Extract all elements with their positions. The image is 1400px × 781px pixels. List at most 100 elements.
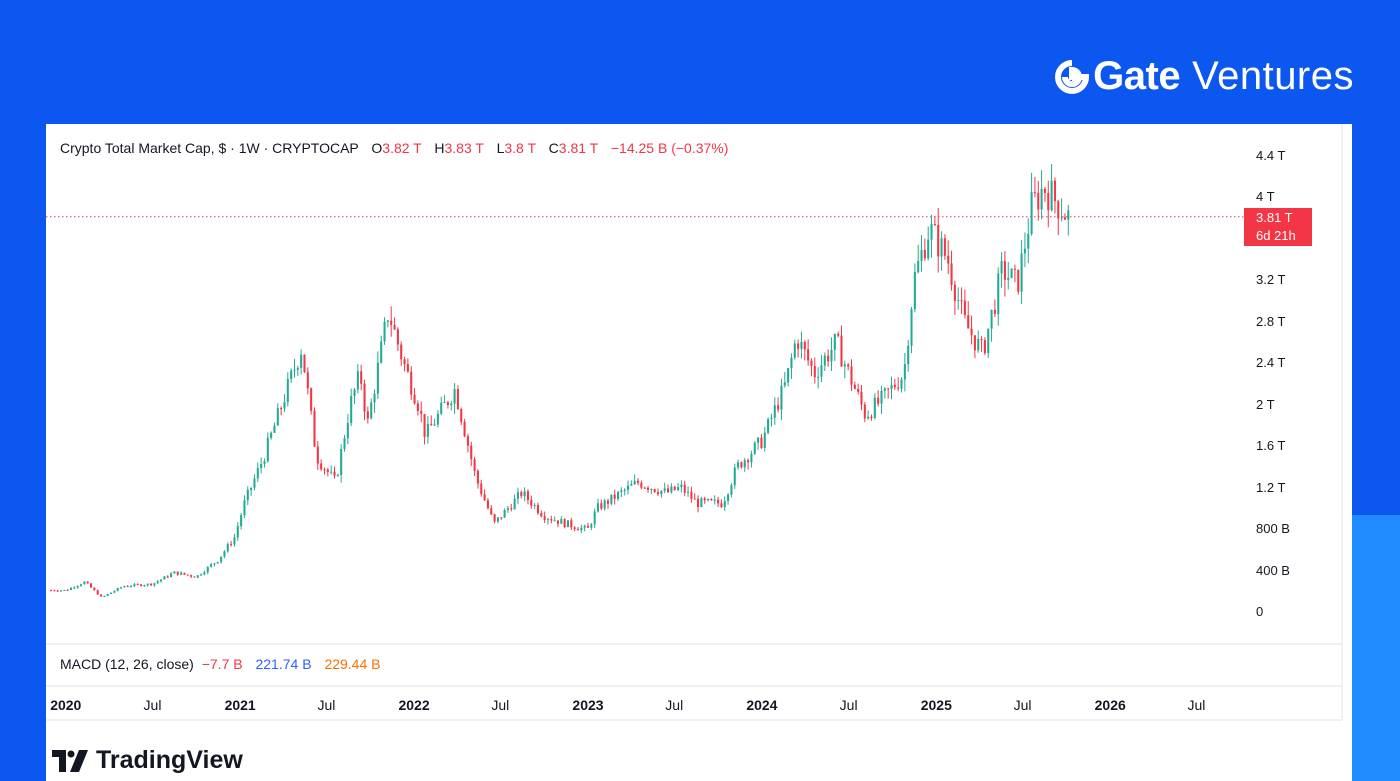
candle-body xyxy=(963,300,966,316)
chart-title: Crypto Total Market Cap, $ · 1W · CRYPTO… xyxy=(60,140,359,156)
candle-body xyxy=(526,491,529,500)
candle-body xyxy=(727,494,730,501)
candle-body xyxy=(903,364,906,380)
candle-body xyxy=(403,359,406,365)
candle-body xyxy=(226,544,229,552)
x-tick-label: Jul xyxy=(665,697,684,713)
candle-body xyxy=(1053,180,1056,202)
candle-body xyxy=(93,587,96,591)
open-value: 3.82 T xyxy=(382,140,422,156)
candle-body xyxy=(687,491,690,493)
candle-body xyxy=(900,379,903,389)
candle-body xyxy=(1063,217,1066,220)
candle-body xyxy=(393,324,396,330)
candle-body xyxy=(136,584,139,586)
macd-value: −7.7 B xyxy=(201,656,243,672)
candle-body xyxy=(203,572,206,575)
candle-body xyxy=(757,437,760,443)
close-label: C xyxy=(548,140,559,156)
candle-body xyxy=(303,354,306,373)
candle-body xyxy=(657,492,660,495)
candle-body xyxy=(343,438,346,449)
candle-body xyxy=(66,589,69,591)
candle-body xyxy=(953,284,956,301)
candle-body xyxy=(493,514,496,522)
x-tick-label: Jul xyxy=(1013,697,1032,713)
candle-body xyxy=(446,402,449,406)
candle-body xyxy=(480,483,483,495)
candle-body xyxy=(500,517,503,519)
candle-body xyxy=(503,509,506,518)
candle-body xyxy=(737,462,740,468)
candle-body xyxy=(583,525,586,528)
candle-body xyxy=(89,583,93,588)
candle-body xyxy=(166,576,169,578)
chart-header: Crypto Total Market Cap, $ · 1W · CRYPTO… xyxy=(60,140,728,156)
candle-body xyxy=(320,463,323,470)
candle-body xyxy=(483,494,486,501)
candle-body xyxy=(510,508,513,510)
x-tick-label: 2020 xyxy=(50,697,82,713)
x-tick-label: Jul xyxy=(143,697,162,713)
macd-signal-value: 221.74 B xyxy=(255,656,312,672)
candle-body xyxy=(790,357,793,369)
candle-body xyxy=(160,579,163,582)
candle-body xyxy=(323,469,326,471)
candle-body xyxy=(817,376,820,378)
y-tick-label: 3.2 T xyxy=(1256,272,1286,287)
candle-body xyxy=(973,335,976,351)
macd-legend: MACD (12, 26, close) −7.7 B 221.74 B 229… xyxy=(60,656,381,672)
candle-body xyxy=(820,365,823,377)
candle-body xyxy=(653,489,656,493)
candle-body xyxy=(336,475,339,477)
candle-body xyxy=(96,590,99,595)
candle-body xyxy=(163,576,166,580)
candle-body xyxy=(1043,188,1046,193)
candle-body xyxy=(1057,201,1060,219)
candle-body xyxy=(1050,180,1053,211)
candle-body xyxy=(626,485,630,490)
candle-body xyxy=(1067,210,1070,220)
market-cap-chart[interactable] xyxy=(46,124,1352,744)
candle-body xyxy=(550,519,553,521)
candle-body xyxy=(1007,277,1010,280)
candle-body xyxy=(286,378,289,403)
candle-body xyxy=(747,460,750,463)
candle-body xyxy=(120,587,123,589)
candle-body xyxy=(910,309,913,346)
macd-label: MACD (12, 26, close) xyxy=(60,656,194,672)
candle-body xyxy=(140,584,143,586)
candle-body xyxy=(1000,261,1003,274)
candle-body xyxy=(807,349,810,361)
candle-body xyxy=(707,498,710,501)
candle-body xyxy=(576,529,580,531)
candle-body xyxy=(853,384,856,389)
candle-body xyxy=(420,410,423,414)
candle-body xyxy=(950,263,953,285)
y-tick-label: 2 T xyxy=(1256,396,1275,412)
candle-body xyxy=(513,498,516,510)
candle-body xyxy=(930,224,933,240)
candle-body xyxy=(73,587,76,589)
candle-body xyxy=(1013,268,1016,270)
candle-body xyxy=(516,492,519,499)
candle-body xyxy=(293,369,296,371)
candle-body xyxy=(300,354,303,368)
candle-body xyxy=(753,442,756,454)
candle-body xyxy=(69,587,73,590)
candle-body xyxy=(200,574,203,576)
candle-body xyxy=(313,410,316,447)
candle-body xyxy=(990,309,993,329)
candle-body xyxy=(170,573,173,577)
candle-body xyxy=(767,418,770,433)
candle-body xyxy=(150,583,153,586)
candle-body xyxy=(133,584,136,587)
candle-body xyxy=(890,384,893,389)
candle-body xyxy=(897,387,900,389)
candle-body xyxy=(780,385,783,410)
candle-body xyxy=(863,404,866,419)
candle-body xyxy=(967,315,970,329)
open-label: O xyxy=(371,140,383,156)
candle-body xyxy=(670,486,673,493)
y-tick-label: 4 T xyxy=(1256,189,1275,204)
